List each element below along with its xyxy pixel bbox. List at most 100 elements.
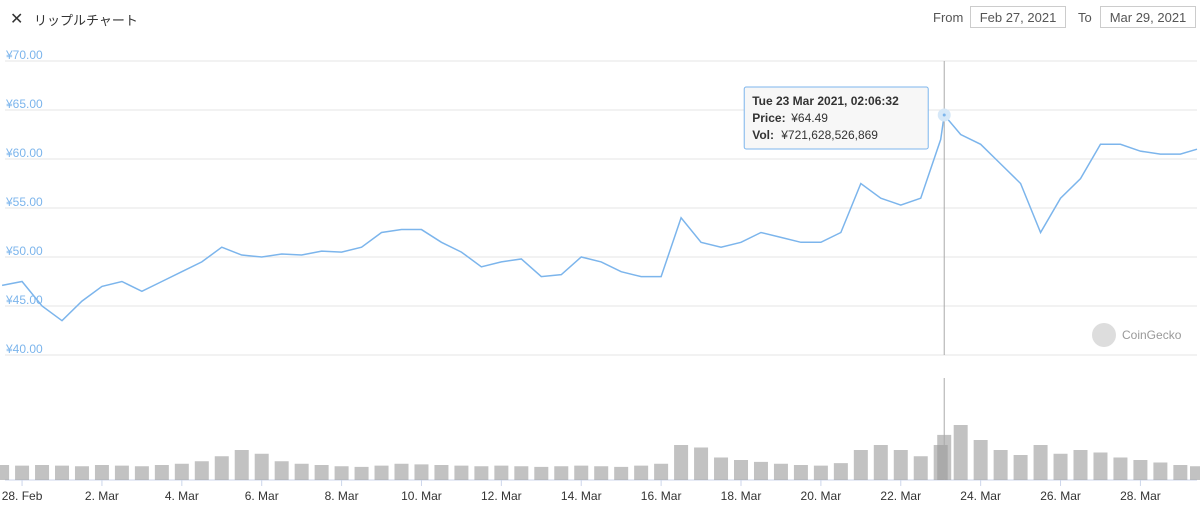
tooltip-price: ¥64.49 [790,111,828,125]
volume-bar [893,450,908,480]
to-label: To [1078,10,1092,25]
volume-bar [54,465,69,480]
close-button[interactable]: ✕ [10,11,24,28]
volume-bar [114,465,129,480]
volume-bar [714,457,729,480]
hover-marker [937,108,951,122]
volume-bar [654,463,669,480]
from-input[interactable]: Feb 27, 2021 [970,6,1066,28]
tooltip-price-label: Price: [752,111,785,125]
volume-bar [134,466,149,480]
y-tick-label: ¥55.00 [5,195,43,209]
x-tick-label: 14. Mar [561,489,602,503]
x-tick-label: 28. Feb [2,489,43,503]
tooltip-box [743,86,929,150]
volume-bar [1073,450,1088,480]
title: リップルチャート [34,13,138,28]
volume-bar [973,440,988,480]
volume-bar [1093,452,1108,480]
x-tick-label: 20. Mar [801,489,842,503]
volume-bar [354,466,369,480]
volume-bar [534,466,549,480]
volume-bar [274,461,289,480]
to-input[interactable]: Mar 29, 2021 [1100,6,1196,28]
volume-bar [1153,462,1168,480]
volume-bar [314,465,329,480]
volume-bar [614,466,629,480]
volume-bar [454,465,469,480]
x-tick-label: 26. Mar [1040,489,1081,503]
volume-bar [154,465,169,480]
volume-bar [514,466,529,480]
volume-bar [833,463,848,480]
volume-bar [254,453,269,480]
volume-bar [494,465,509,480]
volume-bar [474,466,489,480]
x-tick-label: 24. Mar [960,489,1001,503]
watermark: CoinGecko [1092,323,1182,347]
header: ✕ リップルチャート From Feb 27, 2021 To Mar 29, … [0,0,1200,36]
volume-bar [74,466,89,480]
volume-bar [1013,455,1028,480]
x-tick-label: 10. Mar [401,489,442,503]
x-tick-label: 22. Mar [880,489,921,503]
volume-bar [734,460,749,480]
volume-bar [674,445,689,480]
tooltip: Tue 23 Mar 2021, 02:06:32 Price: ¥64.49 Vol… [743,86,929,150]
volume-bar [993,450,1008,480]
volume-bar [1033,445,1048,480]
volume-bar [174,463,189,480]
volume-bar [94,465,109,480]
volume-bar [1173,465,1188,480]
volume-bar [813,465,828,480]
from-label: From [933,10,964,25]
volume-bar [1133,460,1148,480]
volume-bar [694,447,709,480]
tooltip-vol: ¥721,628,526,869 [780,128,878,142]
x-tick-label: 28. Mar [1120,489,1161,503]
volume-bar [414,464,429,480]
volume-bar [554,466,569,480]
y-tick-label: ¥60.00 [5,146,43,160]
volume-bar [214,456,229,480]
volume-bar [194,461,209,480]
x-tick-label: 12. Mar [481,489,522,503]
x-tick-label: 4. Mar [165,489,199,503]
volume-bar [793,465,808,480]
volume-bar [1113,457,1128,480]
watermark-text: CoinGecko [1122,328,1182,342]
tooltip-vol-label: Vol: [752,128,774,142]
volume-bar [873,445,888,480]
volume-bar [334,466,349,480]
y-tick-label: ¥65.00 [5,97,43,111]
volume-bar [15,465,30,480]
volume-bar [953,425,968,480]
x-tick-label: 18. Mar [721,489,762,503]
x-tick-label: 6. Mar [245,489,279,503]
x-tick-label: 16. Mar [641,489,682,503]
tooltip-time: Tue 23 Mar 2021, 02:06:32 [752,94,899,108]
volume-bar [1053,453,1068,480]
price-line [1,113,1198,322]
y-tick-label: ¥70.00 [5,48,43,62]
volume-bar [594,466,609,480]
volume-bar [634,465,649,480]
volume-bar [35,465,50,480]
volume-bar [434,465,449,480]
volume-bar [773,463,788,480]
volume-bar [394,463,409,480]
y-tick-label: ¥50.00 [5,244,43,258]
volume-bar [853,450,868,480]
volume-bar [1190,466,1200,480]
y-tick-label: ¥40.00 [5,342,43,356]
volume-bar [574,465,589,480]
x-tick-label: 8. Mar [325,489,359,503]
volume-bar [374,465,389,480]
volume-bar [753,461,768,480]
volume-bar [0,465,10,480]
volume-bar [234,450,249,480]
volume-bar [913,456,928,480]
volume-bar [294,463,309,480]
